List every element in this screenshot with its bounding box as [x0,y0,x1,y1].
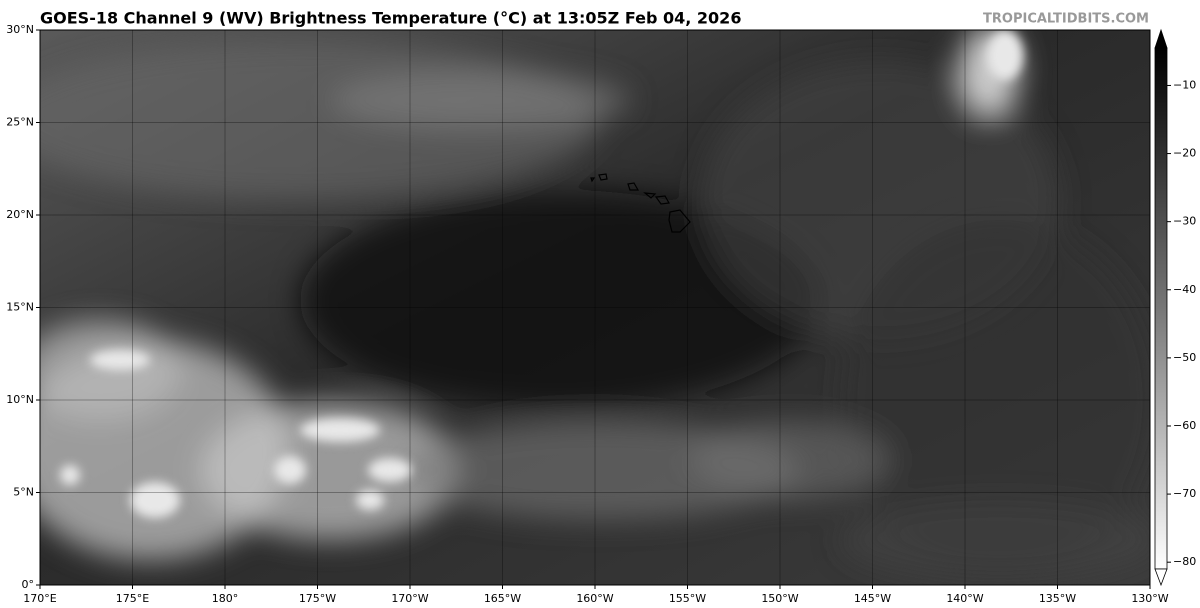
colorbar-label: −60 [1173,419,1196,432]
lon-label: 170°E [23,592,56,605]
lon-label: 145°W [854,592,891,605]
coastlines [590,173,691,233]
colorbar-label: −20 [1173,147,1196,160]
lat-label: 15°N [6,301,34,314]
satellite-imagery [40,30,1150,585]
lat-label: 0° [22,578,35,591]
colorbar-label: −40 [1173,283,1196,296]
lat-label: 10°N [6,393,34,406]
lon-label: 170°W [391,592,428,605]
lon-label: 175°E [116,592,149,605]
lat-label: 30°N [6,23,34,36]
colorbar-label: −70 [1173,487,1196,500]
lon-label: 135°W [1039,592,1076,605]
lat-label: 5°N [13,486,34,499]
watermark: TROPICALTIDBITS.COM [983,12,1149,27]
map-ticks: 0° 5°N 10°N 15°N 20°N 25°N 30°N 170°E 175°E 180° 1… [6,23,1169,605]
lat-label: 20°N [6,208,34,221]
lon-label: 180° [212,592,239,605]
colorbar-label: −50 [1173,351,1196,364]
colorbar-label: −80 [1173,555,1196,568]
lon-label: 165°W [484,592,521,605]
lon-label: 130°W [1131,592,1168,605]
lat-label: 25°N [6,116,34,129]
title: GOES-18 Channel 9 (WV) Brightness Temper… [40,9,741,28]
colorbar-label: −30 [1173,215,1196,228]
lon-label: 150°W [761,592,798,605]
lon-label: 175°W [299,592,336,605]
lon-label: 140°W [946,592,983,605]
lon-label: 155°W [669,592,706,605]
colorbar: −10 −20 −30 −40 −50 −60 −70 −80 [1154,28,1196,587]
colorbar-label: −10 [1173,78,1196,91]
lon-label: 160°W [576,592,613,605]
